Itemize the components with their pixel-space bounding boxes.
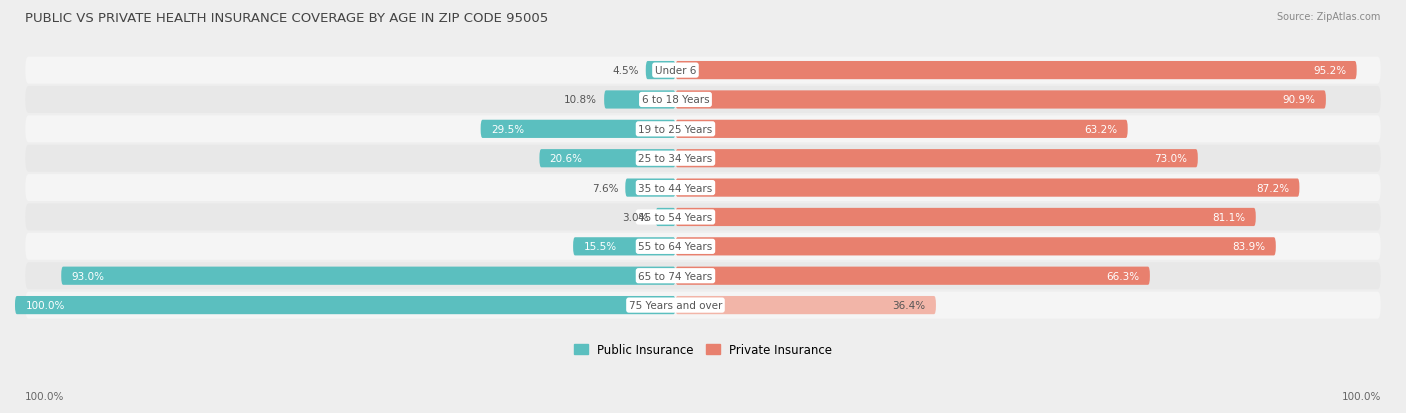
Text: 29.5%: 29.5% bbox=[491, 125, 524, 135]
FancyBboxPatch shape bbox=[25, 263, 1381, 290]
FancyBboxPatch shape bbox=[25, 87, 1381, 114]
FancyBboxPatch shape bbox=[25, 116, 1381, 143]
FancyBboxPatch shape bbox=[675, 150, 1198, 168]
Text: 90.9%: 90.9% bbox=[1282, 95, 1316, 105]
Text: 25 to 34 Years: 25 to 34 Years bbox=[638, 154, 713, 164]
FancyBboxPatch shape bbox=[25, 233, 1381, 260]
Text: PUBLIC VS PRIVATE HEALTH INSURANCE COVERAGE BY AGE IN ZIP CODE 95005: PUBLIC VS PRIVATE HEALTH INSURANCE COVER… bbox=[25, 12, 548, 25]
FancyBboxPatch shape bbox=[25, 145, 1381, 172]
Text: 100.0%: 100.0% bbox=[25, 391, 65, 401]
Text: 4.5%: 4.5% bbox=[613, 66, 638, 76]
Text: 45 to 54 Years: 45 to 54 Years bbox=[638, 212, 713, 223]
FancyBboxPatch shape bbox=[574, 237, 675, 256]
FancyBboxPatch shape bbox=[25, 292, 1381, 319]
Text: 83.9%: 83.9% bbox=[1232, 242, 1265, 252]
FancyBboxPatch shape bbox=[675, 179, 1299, 197]
Text: 65 to 74 Years: 65 to 74 Years bbox=[638, 271, 713, 281]
Text: 87.2%: 87.2% bbox=[1256, 183, 1289, 193]
Text: 95.2%: 95.2% bbox=[1313, 66, 1347, 76]
FancyBboxPatch shape bbox=[655, 208, 675, 226]
Text: 3.0%: 3.0% bbox=[623, 212, 648, 223]
Text: 6 to 18 Years: 6 to 18 Years bbox=[641, 95, 709, 105]
Text: 35 to 44 Years: 35 to 44 Years bbox=[638, 183, 713, 193]
FancyBboxPatch shape bbox=[675, 208, 1256, 226]
Text: 10.8%: 10.8% bbox=[564, 95, 598, 105]
Text: 66.3%: 66.3% bbox=[1107, 271, 1139, 281]
Text: 20.6%: 20.6% bbox=[550, 154, 582, 164]
FancyBboxPatch shape bbox=[15, 296, 675, 314]
Text: Under 6: Under 6 bbox=[655, 66, 696, 76]
FancyBboxPatch shape bbox=[675, 237, 1275, 256]
FancyBboxPatch shape bbox=[540, 150, 675, 168]
Legend: Public Insurance, Private Insurance: Public Insurance, Private Insurance bbox=[574, 343, 832, 356]
Text: 93.0%: 93.0% bbox=[72, 271, 104, 281]
FancyBboxPatch shape bbox=[675, 121, 1128, 139]
FancyBboxPatch shape bbox=[62, 267, 675, 285]
FancyBboxPatch shape bbox=[675, 91, 1326, 109]
Text: 15.5%: 15.5% bbox=[583, 242, 617, 252]
Text: Source: ZipAtlas.com: Source: ZipAtlas.com bbox=[1277, 12, 1381, 22]
FancyBboxPatch shape bbox=[605, 91, 675, 109]
FancyBboxPatch shape bbox=[25, 57, 1381, 84]
FancyBboxPatch shape bbox=[675, 296, 936, 314]
FancyBboxPatch shape bbox=[25, 175, 1381, 202]
Text: 7.6%: 7.6% bbox=[592, 183, 619, 193]
FancyBboxPatch shape bbox=[675, 267, 1150, 285]
Text: 36.4%: 36.4% bbox=[893, 300, 925, 310]
Text: 63.2%: 63.2% bbox=[1084, 125, 1118, 135]
Text: 100.0%: 100.0% bbox=[1341, 391, 1381, 401]
FancyBboxPatch shape bbox=[481, 121, 675, 139]
Text: 73.0%: 73.0% bbox=[1154, 154, 1188, 164]
Text: 55 to 64 Years: 55 to 64 Years bbox=[638, 242, 713, 252]
Text: 19 to 25 Years: 19 to 25 Years bbox=[638, 125, 713, 135]
Text: 75 Years and over: 75 Years and over bbox=[628, 300, 723, 310]
FancyBboxPatch shape bbox=[25, 204, 1381, 231]
FancyBboxPatch shape bbox=[645, 62, 675, 80]
FancyBboxPatch shape bbox=[626, 179, 675, 197]
Text: 81.1%: 81.1% bbox=[1212, 212, 1246, 223]
Text: 100.0%: 100.0% bbox=[25, 300, 65, 310]
FancyBboxPatch shape bbox=[675, 62, 1357, 80]
